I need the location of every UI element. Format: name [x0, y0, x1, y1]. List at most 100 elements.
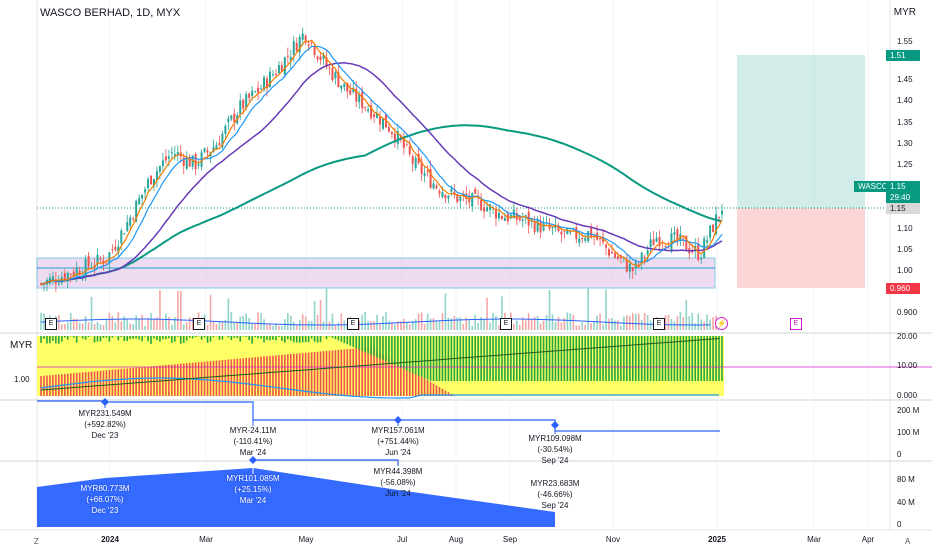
indicator-bar-red: [84, 372, 87, 396]
indicator-bar-green: [63, 336, 66, 338]
revenue-annotation[interactable]: MYR157.061M (+751.44%) Jun '24: [371, 426, 425, 457]
candle-body: [420, 161, 423, 175]
candle-body: [405, 144, 408, 146]
candle-body: [613, 253, 616, 258]
candle-body: [486, 207, 489, 212]
indicator-bar-red: [447, 392, 450, 396]
candle-body: [399, 135, 402, 140]
indicator-bar-green: [435, 336, 438, 381]
indicator-bar-green: [209, 336, 212, 342]
indicator-bar-green: [46, 336, 48, 344]
indicator-bar-green: [685, 336, 688, 381]
candle-body: [456, 194, 459, 203]
candle-body: [167, 156, 170, 159]
indicator-bar-green: [513, 336, 515, 381]
revenue-annotation[interactable]: MYR-24.11M (-110.41%) Mar '24: [229, 426, 277, 457]
income-annotation[interactable]: MYR80.773M (+66.07%) Dec '23: [80, 484, 130, 515]
time-axis-label: Mar: [807, 535, 821, 544]
indicator-bar-red: [239, 358, 242, 396]
candle-body: [158, 166, 161, 172]
earnings-marker[interactable]: E: [500, 318, 512, 330]
volume-bar: [453, 315, 456, 330]
indicator-bar-red: [438, 387, 441, 396]
indicator-bar-green: [536, 336, 539, 381]
indicator-bar-red: [212, 360, 215, 396]
net-income-area: [37, 468, 555, 527]
earnings-marker[interactable]: E: [45, 318, 57, 330]
candle-body: [575, 227, 578, 239]
indicator-bar-red: [135, 367, 137, 396]
indicator-bar-green: [233, 336, 236, 338]
auto-scale-toggle[interactable]: A: [905, 537, 911, 546]
candle-body: [126, 222, 129, 231]
price-axis-label: 1.00: [897, 266, 913, 275]
indicator-bar-green: [72, 336, 75, 338]
revenue-annotation[interactable]: MYR109.098M (-30.54%) Sep '24: [528, 434, 582, 465]
indicator-bar-green: [61, 336, 63, 342]
indicator-bar-red: [230, 359, 233, 396]
volume-bar: [542, 320, 545, 330]
indicator-bar-red: [400, 364, 402, 396]
currency-label[interactable]: MYR: [893, 7, 916, 18]
candle-body: [685, 236, 688, 251]
volume-bar: [40, 312, 42, 330]
volume-bar: [248, 318, 250, 330]
indicator-bar-red: [391, 359, 393, 396]
volume-bar: [141, 314, 143, 330]
candle-body: [218, 143, 221, 146]
last-price-tag: 1.15: [886, 181, 920, 192]
volume-bar: [310, 321, 313, 330]
stop-price-tag: 0.960: [886, 283, 920, 294]
flash-icon[interactable]: ⚡: [715, 317, 728, 330]
earnings-marker[interactable]: E: [347, 318, 359, 330]
revenue-annotation[interactable]: MYR231.549M (+592.82%) Dec '23: [78, 409, 132, 440]
income-annotation[interactable]: MYR44.398M (-56.08%) Jun '24: [373, 467, 423, 498]
volume-bar: [236, 321, 239, 330]
indicator-bar-red: [227, 359, 230, 396]
earnings-marker[interactable]: E: [193, 318, 205, 330]
volume-bar: [358, 320, 360, 330]
volume-bar: [69, 312, 72, 330]
candle-body: [123, 233, 126, 235]
candle-body: [280, 65, 283, 72]
volume-bar: [102, 325, 105, 330]
indicator-bar-green: [334, 336, 337, 340]
candle-body: [343, 83, 346, 87]
indicator-bar-red: [182, 363, 185, 396]
candle-body: [480, 199, 483, 211]
income-annotation[interactable]: MYR101.085M (+25.15%) Mar '24: [226, 474, 280, 505]
indicator-bar-green: [185, 336, 188, 341]
volume-bar: [465, 317, 468, 330]
candle-body: [670, 233, 673, 252]
candle-body: [560, 231, 563, 235]
income-axis-label: 40 M: [897, 498, 915, 507]
indicator-bar-green: [242, 336, 245, 337]
symbol-tag: WASCO: [854, 181, 892, 192]
volume-bar: [206, 325, 209, 330]
candle-body: [628, 263, 631, 272]
candle-body: [706, 240, 709, 243]
indicator-bar-green: [447, 336, 450, 381]
candle-body: [521, 219, 524, 221]
earnings-marker-upcoming[interactable]: E: [790, 318, 802, 330]
income-annotation[interactable]: MYR23.683M (-46.66%) Sep '24: [530, 479, 580, 510]
volume-bar: [456, 317, 459, 330]
volume-bar: [135, 315, 137, 330]
indicator-bar-red: [260, 356, 262, 396]
volume-bar: [90, 297, 93, 330]
indicator-bar-green: [554, 336, 557, 381]
indicator-bar-green: [411, 336, 414, 374]
indicator-bar-red: [132, 367, 134, 396]
volume-bar: [221, 322, 224, 330]
indicator-bar-green: [530, 336, 533, 381]
log-scale-toggle[interactable]: Z: [34, 537, 39, 546]
earnings-marker[interactable]: E: [653, 318, 665, 330]
volume-bar: [435, 321, 438, 330]
revenue-line-2: [253, 459, 399, 466]
indicator-bar-green: [474, 336, 476, 381]
volume-bar: [385, 312, 387, 330]
indicator-bar-green: [361, 336, 363, 351]
indicator-bar-green: [313, 336, 316, 342]
indicator-signal-line: [40, 377, 719, 399]
